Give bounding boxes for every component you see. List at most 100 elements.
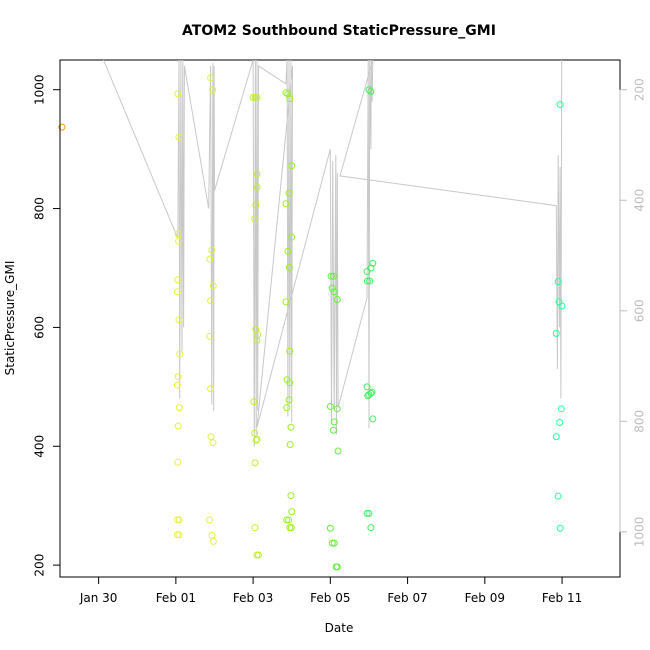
data-point [282, 298, 290, 306]
data-point [556, 101, 564, 109]
data-point [365, 509, 373, 517]
y2-tick-label: 600 [633, 299, 647, 322]
data-point [174, 422, 182, 430]
data-point [206, 255, 214, 263]
data-point [333, 405, 341, 413]
data-point [283, 516, 291, 524]
data-point [365, 391, 373, 399]
data-point [282, 200, 290, 208]
data-point [209, 86, 217, 94]
data-point [251, 93, 259, 101]
data-point [207, 74, 215, 82]
data-point [285, 263, 293, 271]
y-tick-label: 1000 [33, 74, 47, 105]
data-point [327, 272, 335, 280]
y-tick-label: 400 [33, 435, 47, 458]
data-point [288, 508, 296, 516]
data-point [253, 170, 261, 178]
data-point [330, 418, 338, 426]
y2-tick-label: 1000 [633, 517, 647, 548]
track-layer [103, 60, 563, 447]
data-point [173, 516, 181, 524]
data-point [209, 537, 217, 545]
data-point [286, 379, 294, 387]
data-point [253, 183, 261, 191]
data-point [251, 429, 259, 437]
data-point [367, 87, 375, 95]
data-point [251, 459, 259, 467]
x-tick-label: Feb 03 [233, 591, 273, 605]
track-line [103, 60, 563, 447]
data-point [175, 237, 183, 245]
data-point [175, 316, 183, 324]
data-point [206, 332, 214, 340]
points-layer [58, 74, 566, 571]
data-point [253, 336, 261, 344]
data-point [287, 492, 295, 500]
data-point [367, 264, 375, 272]
data-point [288, 162, 296, 170]
x-tick-label: Feb 11 [542, 591, 582, 605]
x-tick-label: Feb 01 [156, 591, 196, 605]
data-point [552, 329, 560, 337]
data-point [252, 436, 260, 444]
plot-frame [59, 59, 621, 578]
data-point [552, 433, 560, 441]
data-point [174, 373, 182, 381]
y2-axis: 200 400 600 800 1000 [619, 78, 647, 548]
y2-tick-label: 200 [633, 78, 647, 101]
y2-tick-label: 800 [633, 410, 647, 433]
y2-tick-label: 400 [633, 189, 647, 212]
data-point [326, 524, 334, 532]
data-point [251, 215, 259, 223]
data-point [287, 423, 295, 431]
data-point [174, 276, 182, 284]
data-point [175, 404, 183, 412]
x-tick-label: Jan 30 [79, 591, 118, 605]
data-point [288, 233, 296, 241]
data-point [255, 551, 263, 559]
data-point [209, 282, 217, 290]
data-point [363, 383, 371, 391]
data-point [369, 259, 377, 267]
y-tick-label: 800 [33, 197, 47, 220]
data-point [283, 404, 291, 412]
data-point [284, 90, 292, 98]
data-point [207, 297, 215, 305]
data-point [369, 415, 377, 423]
data-point [174, 230, 182, 238]
data-point [208, 246, 216, 254]
data-point [330, 539, 338, 547]
data-point [174, 90, 182, 98]
data-point [556, 418, 564, 426]
data-point [286, 440, 294, 448]
y-tick-label: 200 [33, 554, 47, 577]
y-axis: 200 400 600 800 1000 [33, 74, 61, 577]
data-point [364, 392, 372, 400]
data-point [251, 524, 259, 532]
data-point [205, 516, 213, 524]
data-point [252, 201, 260, 209]
data-point [329, 272, 337, 280]
data-point [253, 435, 261, 443]
data-point [176, 350, 184, 358]
data-point [365, 86, 373, 94]
data-point [363, 509, 371, 517]
data-point [208, 531, 216, 539]
data-point [286, 95, 294, 103]
data-point [207, 433, 215, 441]
data-point [284, 247, 292, 255]
data-point [173, 288, 181, 296]
y-tick-label: 600 [33, 316, 47, 339]
data-point [328, 539, 336, 547]
data-point [285, 516, 293, 524]
data-point [558, 302, 566, 310]
data-point [363, 268, 371, 276]
data-point [326, 402, 334, 410]
data-point [282, 89, 290, 97]
x-tick-label: Feb 07 [387, 591, 427, 605]
data-point [175, 516, 183, 524]
data-point [330, 288, 338, 296]
x-axis: Jan 30 Feb 01 Feb 03 Feb 05 Feb 07 Feb 09 Feb … [79, 576, 582, 605]
